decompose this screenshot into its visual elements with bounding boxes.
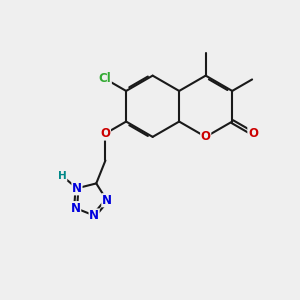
Text: O: O (201, 130, 211, 143)
Text: N: N (71, 202, 81, 214)
Text: H: H (58, 171, 67, 181)
Text: N: N (89, 209, 99, 222)
Text: O: O (100, 127, 110, 140)
Text: O: O (248, 127, 258, 140)
Text: N: N (102, 194, 112, 207)
Text: Cl: Cl (98, 72, 111, 85)
Text: N: N (72, 182, 82, 195)
